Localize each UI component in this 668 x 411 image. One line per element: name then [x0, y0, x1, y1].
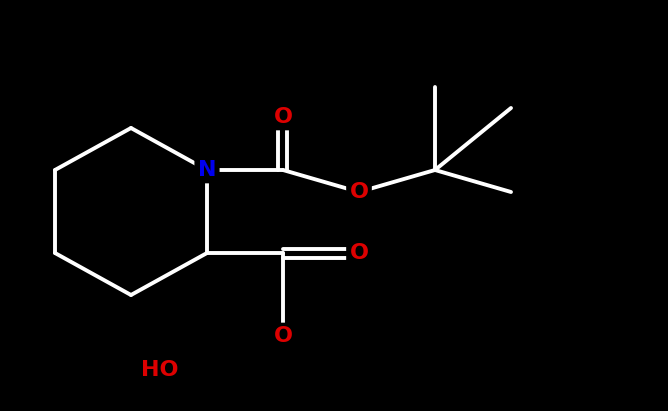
Text: O: O [273, 326, 293, 346]
Text: HO: HO [141, 360, 179, 380]
Text: N: N [198, 160, 216, 180]
Text: O: O [349, 182, 369, 202]
Text: O: O [273, 107, 293, 127]
Text: O: O [349, 243, 369, 263]
